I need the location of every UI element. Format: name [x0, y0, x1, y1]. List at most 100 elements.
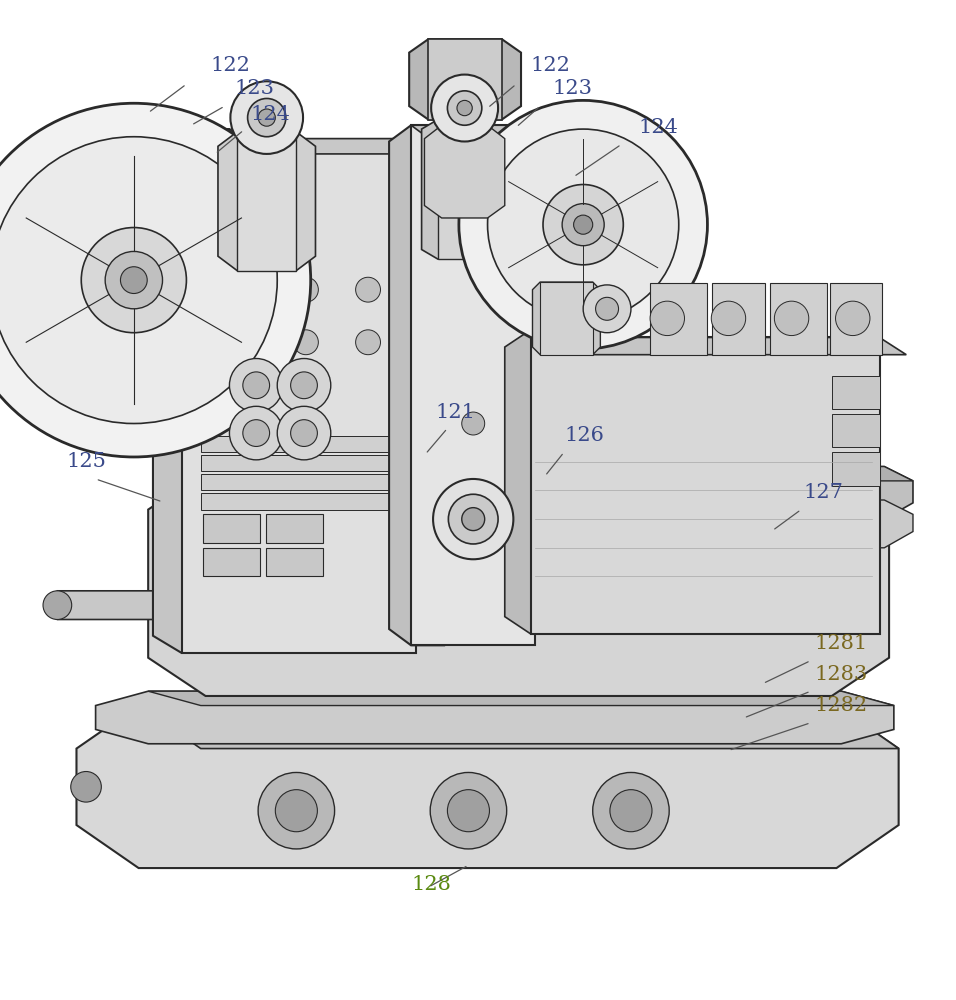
Circle shape [258, 109, 275, 126]
Bar [201, 455, 392, 471]
Circle shape [364, 606, 381, 623]
Circle shape [229, 359, 283, 412]
Text: 125: 125 [67, 452, 107, 471]
Circle shape [0, 137, 277, 424]
Bar [201, 474, 392, 490]
Polygon shape [424, 125, 505, 218]
Circle shape [43, 591, 72, 619]
Circle shape [596, 297, 619, 320]
Polygon shape [182, 139, 416, 653]
Circle shape [275, 790, 317, 832]
Bar [201, 493, 392, 510]
Text: 121: 121 [435, 403, 475, 422]
Polygon shape [148, 691, 894, 706]
Circle shape [230, 81, 303, 154]
Polygon shape [505, 330, 595, 634]
Polygon shape [182, 139, 440, 154]
Circle shape [356, 277, 380, 302]
Circle shape [574, 215, 593, 234]
Polygon shape [139, 706, 899, 749]
Polygon shape [148, 471, 889, 696]
Circle shape [291, 372, 317, 399]
Polygon shape [531, 337, 906, 355]
Circle shape [71, 772, 101, 802]
Polygon shape [532, 282, 600, 355]
Text: 1281: 1281 [815, 634, 868, 653]
Text: 123: 123 [553, 79, 593, 98]
Circle shape [448, 494, 498, 544]
Bar [540, 282, 593, 355]
Circle shape [243, 372, 270, 399]
Circle shape [105, 251, 163, 309]
Text: 1283: 1283 [815, 665, 868, 684]
Polygon shape [96, 691, 894, 744]
Polygon shape [53, 591, 239, 620]
Text: 1282: 1282 [815, 696, 868, 715]
Bar [201, 436, 392, 452]
Circle shape [457, 100, 472, 116]
Bar [266, 548, 323, 576]
Circle shape [248, 98, 286, 137]
Circle shape [583, 285, 631, 333]
Circle shape [291, 420, 317, 446]
Circle shape [0, 103, 311, 457]
Circle shape [610, 790, 652, 832]
Polygon shape [206, 471, 889, 510]
Polygon shape [411, 125, 535, 645]
Circle shape [543, 185, 623, 265]
Circle shape [277, 406, 331, 460]
Circle shape [447, 790, 489, 832]
Text: 122: 122 [531, 56, 571, 75]
Polygon shape [531, 337, 880, 634]
Circle shape [447, 91, 482, 125]
Bar [203, 548, 260, 576]
Bar [266, 514, 323, 543]
Polygon shape [602, 500, 913, 548]
Polygon shape [411, 125, 557, 141]
Circle shape [433, 479, 513, 559]
Polygon shape [389, 125, 467, 645]
Text: 124: 124 [639, 118, 679, 137]
Circle shape [459, 100, 707, 349]
Bar [832, 452, 880, 486]
Circle shape [836, 301, 870, 336]
Circle shape [243, 420, 270, 446]
Bar [650, 283, 707, 355]
Text: 126: 126 [564, 426, 604, 445]
Circle shape [231, 330, 256, 355]
Circle shape [488, 129, 679, 320]
Circle shape [430, 772, 507, 849]
Circle shape [120, 267, 147, 294]
Bar [770, 283, 827, 355]
Bar [438, 120, 467, 259]
Circle shape [293, 277, 318, 302]
Circle shape [293, 330, 318, 355]
Polygon shape [153, 129, 258, 653]
Bar [830, 283, 882, 355]
Bar [428, 39, 502, 120]
Circle shape [231, 277, 256, 302]
Bar [203, 514, 260, 543]
Circle shape [229, 406, 283, 460]
Text: 123: 123 [234, 79, 274, 98]
Circle shape [650, 301, 684, 336]
Polygon shape [422, 120, 483, 259]
Circle shape [356, 330, 380, 355]
Circle shape [562, 204, 604, 246]
Circle shape [431, 75, 498, 141]
Bar [832, 414, 880, 447]
Circle shape [258, 772, 335, 849]
Bar [832, 376, 880, 409]
Polygon shape [315, 596, 425, 634]
Polygon shape [218, 132, 315, 271]
Circle shape [277, 359, 331, 412]
Polygon shape [76, 706, 899, 868]
Circle shape [711, 301, 746, 336]
Circle shape [462, 508, 485, 531]
Circle shape [356, 598, 390, 632]
Bar [712, 283, 765, 355]
Text: 122: 122 [210, 56, 250, 75]
Bar [237, 132, 296, 271]
Polygon shape [631, 467, 913, 481]
Polygon shape [409, 39, 521, 120]
